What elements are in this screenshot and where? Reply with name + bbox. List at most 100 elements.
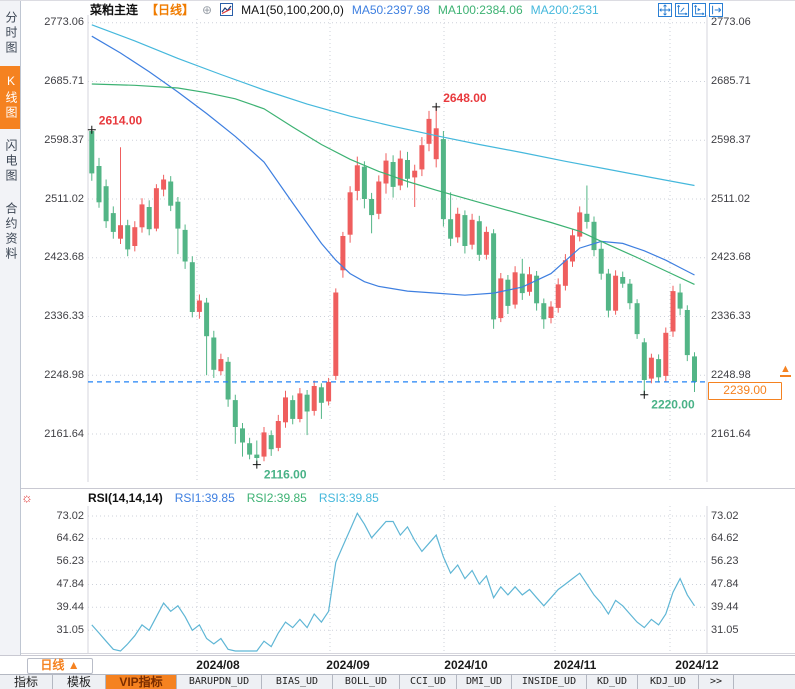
- candle-body: [383, 160, 389, 184]
- candle-body: [433, 128, 439, 160]
- rsi-line: [91, 512, 696, 652]
- candle-body: [627, 283, 633, 304]
- price-annotation: 2220.00: [651, 398, 695, 412]
- tab-CCI_UD[interactable]: CCI_UD: [400, 675, 457, 689]
- rsi-tick-right: 39.44: [711, 600, 739, 613]
- period-tag: 【日线】: [146, 3, 195, 17]
- candle-body: [541, 303, 547, 320]
- candle-body: [275, 421, 281, 448]
- candle-body: [577, 212, 583, 237]
- tab-BOLL_UD[interactable]: BOLL_UD: [333, 675, 400, 689]
- candle-body: [304, 394, 310, 412]
- price-cross-marker: [252, 460, 261, 469]
- price-cross-marker: [87, 125, 96, 134]
- candle-body: [318, 387, 324, 403]
- candle-body: [146, 207, 152, 230]
- sidebar-item-分时图[interactable]: 分时图: [4, 11, 18, 56]
- candle-body: [254, 454, 260, 458]
- time-axis-strip: 日线 ▲ 2024/08 2024/09 2024/10 2024/11 2024/12: [0, 655, 795, 675]
- candle-body: [340, 236, 346, 271]
- price-annotation: 2648.00: [443, 91, 487, 105]
- candle-body: [204, 302, 210, 337]
- rsi-settings-icon[interactable]: ☼: [21, 490, 33, 505]
- current-price-value: 2239.00: [723, 383, 767, 397]
- price-up-arrow-icon[interactable]: ▲: [780, 363, 791, 377]
- rsi-tick-right: 31.05: [711, 623, 739, 636]
- period-selector[interactable]: 日线 ▲: [27, 658, 93, 674]
- candle-body: [505, 279, 511, 306]
- sidebar-item-合约资料[interactable]: 合约资料: [4, 202, 18, 262]
- price-tick-right: 2336.33: [711, 310, 751, 322]
- price-cross-marker: [640, 390, 649, 399]
- tab-DMI_UD[interactable]: DMI_UD: [457, 675, 512, 689]
- sidebar-item-闪电图[interactable]: 闪电图: [4, 139, 18, 184]
- candle-body: [634, 303, 640, 335]
- mini-chart-icon[interactable]: [220, 3, 234, 16]
- latest-bar-icon[interactable]: [692, 3, 706, 17]
- candle-body: [620, 277, 626, 284]
- candle-body: [498, 278, 504, 319]
- indicator-tab-bar: 指标 模板 VIP指标 BARUPDN_UD BIAS_UD BOLL_UD CCI_UD D…: [0, 674, 795, 689]
- month-label: 2024/09: [326, 658, 370, 672]
- candle-body: [483, 231, 489, 255]
- tab->>[interactable]: >>: [699, 675, 734, 689]
- candle-body: [476, 221, 482, 255]
- pan-icon[interactable]: [658, 3, 672, 17]
- price-tick-right: 2511.02: [711, 192, 750, 205]
- tab-INSIDE_UD[interactable]: INSIDE_UD: [512, 675, 587, 689]
- rsi-name-label: RSI(14,14,14): [88, 491, 163, 505]
- candle-body: [390, 162, 396, 187]
- pop-out-icon[interactable]: [709, 3, 723, 17]
- candle-body: [469, 219, 475, 245]
- candle-body: [211, 337, 217, 370]
- candle-body: [182, 229, 188, 262]
- candle-body: [290, 400, 296, 419]
- tab-BARUPDN_UD[interactable]: BARUPDN_UD: [177, 675, 262, 689]
- month-label: 2024/08: [196, 658, 240, 672]
- month-label: 2024/11: [553, 658, 597, 672]
- tab-模板[interactable]: 模板: [53, 675, 106, 689]
- sidebar-item-K线图[interactable]: K线图: [0, 66, 20, 129]
- candle-body: [448, 219, 454, 239]
- tab-指标[interactable]: 指标: [0, 675, 53, 689]
- tab-KDJ_UD[interactable]: KDJ_UD: [638, 675, 699, 689]
- axis-scale-icon[interactable]: [675, 3, 689, 17]
- candle-body: [684, 310, 690, 356]
- candle-body: [648, 357, 654, 379]
- price-tick-right: 2248.98: [711, 368, 751, 381]
- price-tick-right: 2423.68: [711, 251, 751, 264]
- candle-body: [491, 233, 497, 320]
- candle-body: [225, 361, 231, 400]
- candle-body: [333, 292, 339, 376]
- rsi1-value: RSI1:39.85: [174, 491, 235, 505]
- month-label: 2024/12: [675, 658, 719, 672]
- rsi-tick-left: 39.44: [56, 600, 84, 613]
- candle-body: [455, 213, 461, 238]
- candle-body: [598, 248, 604, 274]
- tab-KD_UD[interactable]: KD_UD: [587, 675, 638, 689]
- candle-body: [326, 381, 332, 402]
- price-annotation: 2614.00: [99, 114, 143, 128]
- candle-body: [397, 158, 403, 186]
- rsi-tick-right: 56.23: [711, 555, 739, 568]
- tab-VIP指标[interactable]: VIP指标: [106, 675, 177, 689]
- rsi-tick-left: 56.23: [56, 555, 84, 568]
- candle-body: [110, 213, 116, 232]
- ma100-line: [91, 83, 695, 285]
- candle-body: [591, 221, 597, 251]
- tab-BIAS_UD[interactable]: BIAS_UD: [262, 675, 333, 689]
- candle-body: [376, 181, 382, 214]
- ma50-value: MA50:2397.98: [351, 2, 430, 17]
- add-indicator-icon[interactable]: ⊕: [202, 2, 213, 17]
- symbol-title: 菜粕主连: [90, 3, 139, 17]
- price-tick-left: 2685.71: [44, 75, 84, 87]
- price-tick-left: 2598.37: [44, 133, 84, 146]
- ma50-line: [91, 35, 695, 296]
- candle-body: [570, 235, 575, 262]
- candle-body: [670, 291, 676, 332]
- candle-body: [562, 260, 568, 286]
- candle-body: [462, 215, 468, 246]
- rsi-header: RSI(14,14,14) RSI1:39.85 RSI2:39.85 RSI3…: [88, 491, 379, 505]
